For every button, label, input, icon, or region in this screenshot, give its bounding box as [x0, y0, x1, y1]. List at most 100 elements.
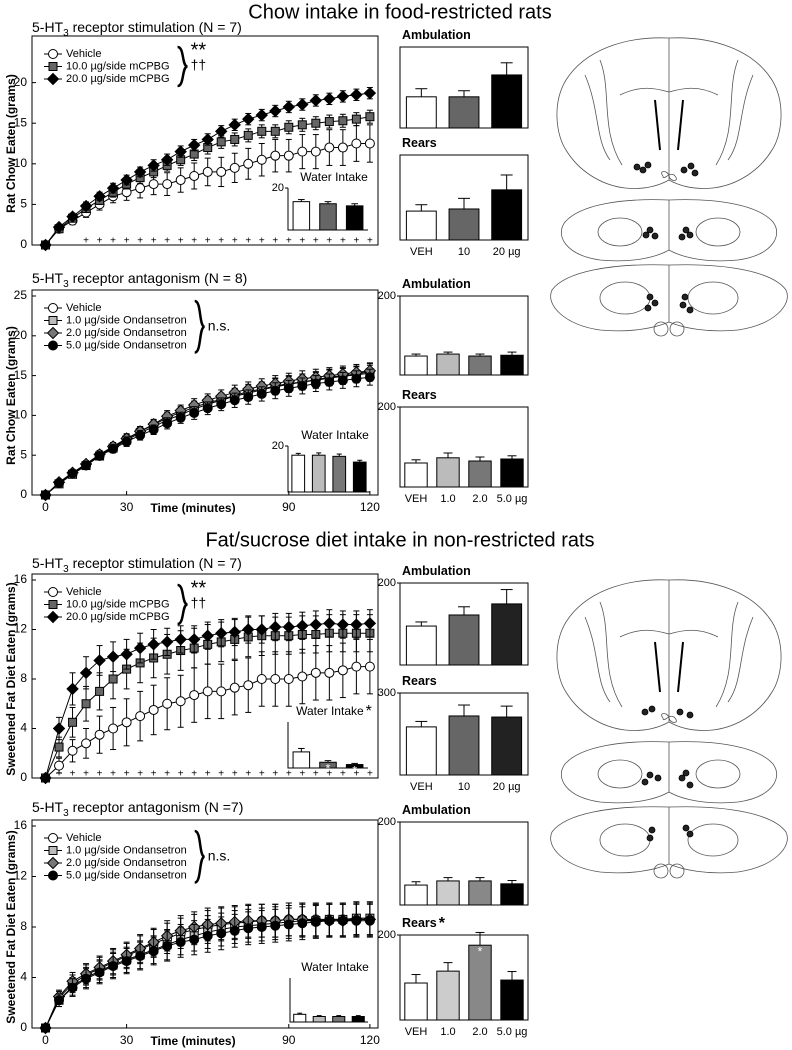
marker	[270, 385, 281, 396]
bar	[448, 96, 480, 129]
legend-marker	[48, 49, 58, 59]
significance-mark: +	[259, 769, 265, 780]
x-tick-label: VEH	[410, 781, 433, 793]
y-tick-label: 0	[20, 487, 27, 501]
bar	[404, 982, 428, 1021]
marker	[40, 490, 51, 500]
site-dot	[682, 226, 690, 234]
bar-significance-mark: *	[352, 764, 357, 778]
marker	[283, 150, 294, 161]
x-tick-label: 5.0 µg	[497, 1026, 528, 1038]
bar-chart-title: Rears *	[402, 915, 446, 932]
marker	[324, 915, 335, 926]
bar-chart-title: Ambulation	[402, 564, 471, 578]
site-dot	[648, 705, 656, 713]
site-dot	[678, 233, 686, 241]
significance-mark: +	[313, 236, 319, 247]
legend-marker	[48, 600, 58, 609]
significance-mark: +	[299, 769, 305, 780]
marker	[270, 674, 281, 684]
significance-mark: +	[124, 236, 130, 247]
marker	[175, 175, 186, 186]
title-text: Rears	[402, 388, 437, 402]
significance-mark: +	[205, 769, 211, 780]
x-axis-label: Time (minutes)	[150, 501, 235, 515]
marker	[215, 627, 228, 640]
marker	[202, 166, 213, 177]
marker	[310, 916, 321, 927]
significance-mark: +	[353, 769, 359, 780]
site-dot	[682, 824, 690, 832]
y-tick-label: 200	[378, 577, 396, 589]
y-tick-label: 16	[14, 572, 28, 586]
title-text: Rears	[402, 916, 437, 930]
significance-mark: +	[110, 769, 116, 780]
significance-mark: +	[178, 236, 184, 247]
title-part: 5-HT	[32, 555, 64, 571]
marker	[216, 686, 227, 697]
marker	[202, 930, 213, 941]
site-dot	[691, 169, 699, 177]
marker	[297, 380, 308, 391]
significance-mark: +	[245, 236, 251, 247]
legend-label: 1.0 µg/side Ondansetron	[66, 844, 187, 856]
y-axis-label: Sweetened Fat Diet Eaten (grams)	[4, 582, 18, 775]
x-tick-label: VEH	[405, 493, 428, 505]
title-text: Ambulation	[402, 28, 471, 42]
site-dot	[686, 306, 694, 314]
site-dot	[648, 826, 656, 834]
x-tick-label: 1.0	[440, 493, 455, 505]
marker	[243, 923, 254, 934]
site-dot	[641, 708, 649, 716]
bar	[491, 603, 523, 666]
title-part: receptor stimulation (N = 7)	[69, 555, 242, 571]
legend-marker	[46, 72, 60, 86]
annotation: ††	[191, 595, 207, 611]
plot-frame	[399, 821, 529, 906]
marker	[310, 378, 321, 389]
x-tick-label: 90	[282, 500, 296, 514]
marker	[162, 179, 173, 190]
marker	[336, 90, 350, 103]
legend-label: 5.0 µg/side Ondansetron	[66, 869, 187, 881]
plot-frame	[31, 289, 379, 496]
y-tick-label: 4	[20, 970, 27, 984]
brace	[177, 583, 189, 626]
marker	[135, 430, 146, 441]
significance-mark: +	[110, 236, 116, 247]
annotation: ††	[191, 57, 207, 73]
bar	[448, 614, 480, 666]
marker	[67, 468, 78, 479]
x-tick-label: 2.0	[472, 1026, 487, 1038]
marker	[364, 915, 375, 926]
annotation: n.s.	[208, 847, 231, 863]
marker	[133, 165, 147, 179]
marker	[162, 698, 173, 709]
marker	[363, 86, 377, 100]
significance-mark: +	[205, 236, 211, 247]
significance-mark: *	[366, 703, 372, 720]
marker	[215, 125, 228, 138]
marker	[189, 690, 200, 701]
site-dot	[654, 774, 662, 782]
significance-mark: *	[439, 915, 446, 932]
marker	[324, 117, 334, 127]
marker	[79, 666, 93, 680]
y-tick-label: 20	[272, 440, 284, 452]
significance-mark: +	[326, 769, 332, 780]
bar-chart-title: Rears	[402, 388, 437, 402]
significance-mark: +	[299, 236, 305, 247]
marker	[365, 112, 375, 122]
site-dot	[646, 293, 654, 301]
marker	[175, 412, 186, 423]
x-tick-label: 120	[360, 500, 380, 514]
x-tick-label: 2.0	[472, 493, 487, 505]
marker	[351, 915, 362, 926]
y-tick-label: 10	[14, 156, 28, 170]
marker	[81, 738, 92, 749]
bar-chart-title: Rears	[402, 674, 437, 688]
marker	[108, 674, 118, 684]
marker	[162, 940, 173, 951]
